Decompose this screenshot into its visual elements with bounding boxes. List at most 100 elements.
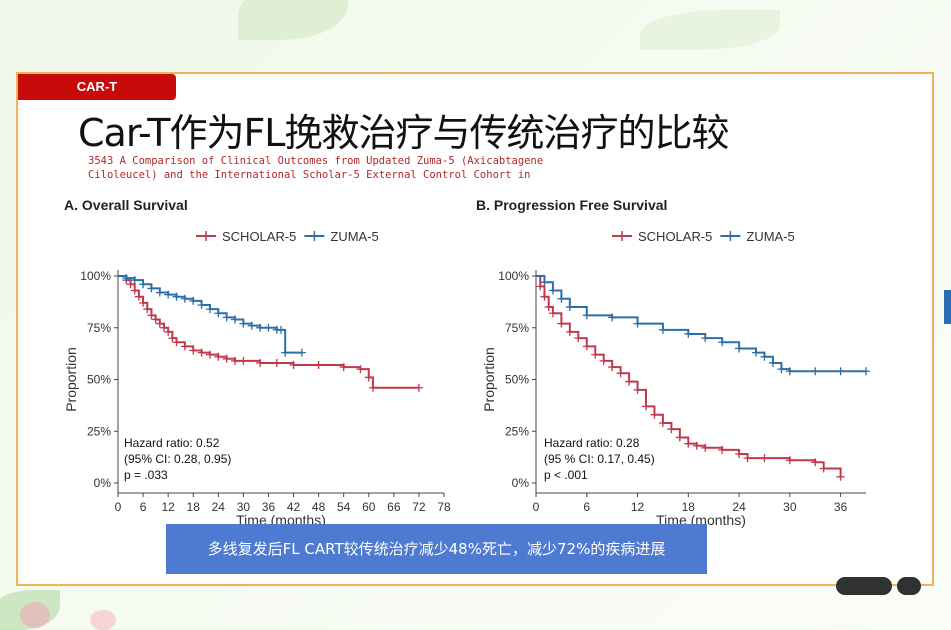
chart-b-censor-mark [608,313,617,322]
chart-a-censor-mark [164,327,173,336]
chart-a-x-tick-label: 42 [287,500,301,514]
chart-b-censor-mark [701,334,710,343]
chart-a-censor-mark [143,305,152,314]
chart-b-censor-mark [616,369,625,378]
chart-b-x-tick-label: 30 [783,500,797,514]
chart-b-censor-mark [591,350,600,359]
chart-b-censor-mark [862,367,870,376]
chart-a-censor-mark [155,319,164,328]
chart-a-y-tick-label: 25% [87,424,111,438]
chart-b-censor-mark [548,286,557,295]
chart-b-annotation-line: (95 % CI: 0.17, 0.45) [544,452,655,466]
chart-a-x-tick-label: 54 [337,500,351,514]
chart-a-censor-mark [134,292,143,301]
chart-a-annotation-line: (95% CI: 0.28, 0.95) [124,452,231,466]
chart-b-legend-label: SCHOLAR-5 [638,229,712,244]
chart-b-censor-mark [760,454,769,463]
chart-b-y-axis-label: Proportion [481,347,497,412]
chart-b-censor-mark [650,410,659,419]
subtitle-line-1: 3543 A Comparison of Clinical Outcomes f… [88,155,544,167]
chart-a-censor-mark [130,276,139,285]
chart-a-censor-mark [151,315,160,324]
chart-a-y-tick-label: 50% [87,373,111,387]
chart-a-censor-mark [239,319,248,328]
chart-b-x-tick-label: 24 [732,500,746,514]
chart-a-x-tick-label: 18 [187,500,201,514]
chart-b-censor-mark [544,303,553,312]
chart-a-censor-mark [147,311,156,320]
chart-b-censor-mark [565,303,574,312]
chart-b-censor-mark [599,356,608,365]
chart-a-censor-mark [256,323,265,332]
chart-b-censor-mark [684,329,693,338]
chart-b-censor-mark [819,464,828,473]
chart-b-y-tick-label: 0% [512,476,530,490]
chart-b-censor-mark [557,294,566,303]
chart-a-censor-mark [272,358,281,367]
chart-a-censor-mark [256,358,265,367]
chart-a-x-tick-label: 66 [387,500,401,514]
chart-b-censor-mark [836,472,845,481]
chart-b-censor-mark [811,367,820,376]
chart-a-censor-mark [314,361,323,370]
chart-b-censor-mark [785,367,794,376]
chart-b-censor-mark [582,311,591,320]
chart-a-censor-mark [126,280,135,289]
chart-a-censor-mark [139,298,148,307]
chart-a-censor-mark [277,325,285,334]
chart-a-x-tick-label: 12 [161,500,175,514]
chart-a-censor-mark [364,373,373,382]
chart-b-censor-mark [625,377,634,386]
category-tag: CAR-T [18,74,176,100]
chart-b-censor-mark [658,418,667,427]
chart-b-y-tick-label: 75% [505,321,529,335]
chart-b-censor-mark [540,292,549,301]
chart-b-y-tick-label: 50% [505,373,529,387]
chart-a-x-tick-label: 48 [312,500,326,514]
chart-b-censor-mark [768,358,777,367]
chart-a-x-tick-label: 0 [115,500,122,514]
chart-a-censor-mark [339,363,348,372]
chart-a-censor-mark [130,286,139,295]
chart-b-annotation-line: Hazard ratio: 0.28 [544,436,640,450]
chart-b-censor-mark [718,338,727,347]
chart-b-censor-mark [692,441,701,450]
chart-a-legend-label: ZUMA-5 [330,229,378,244]
scroll-edge-marker [944,290,951,324]
chart-b-x-tick-label: 36 [834,500,848,514]
decorative-flower-bottom [90,610,116,630]
chart-b-censor-mark [701,443,710,452]
chart-b-censor-mark [667,425,676,434]
chart-b-censor-mark [735,450,744,459]
chart-b-censor-mark [684,439,693,448]
chart-a-y-axis-label: Proportion [63,347,79,412]
chart-a-censor-mark [205,350,214,359]
chart-a-y-tick-label: 0% [94,476,112,490]
chart-a-censor-mark [281,348,290,357]
page-title: Car-T作为FL挽救治疗与传统治疗的比较 [78,111,729,155]
chart-b-x-tick-label: 18 [682,500,696,514]
chart-a-censor-mark [164,290,173,299]
chart-b-legend-label: ZUMA-5 [746,229,794,244]
chart-b-censor-mark [777,365,786,374]
chart-b-censor-mark [574,334,583,343]
video-control-button[interactable] [897,577,921,595]
chart-a-x-tick-label: 78 [437,500,451,514]
chart-a-censor-mark [197,300,206,309]
chart-b-censor-mark [811,458,820,467]
chart-a-censor-mark [189,346,198,355]
chart-b-censor-mark [536,282,545,291]
chart-a-censor-mark [168,334,177,343]
chart-a-x-tick-label: 24 [212,500,226,514]
chart-a-y-tick-label: 100% [80,269,111,283]
chart-a-censor-mark [139,280,148,289]
chart-b-censor-mark [642,402,650,411]
chart-b-censor-mark [557,319,566,328]
chart-a-x-tick-label: 30 [237,500,251,514]
video-control-pill[interactable] [836,577,892,595]
chart-b-censor-mark [743,454,752,463]
chart-a-x-tick-label: 72 [412,500,426,514]
chart-a-censor-mark [122,274,131,283]
chart-b-censor-mark [633,385,642,394]
chart-b-y-tick-label: 100% [498,269,529,283]
